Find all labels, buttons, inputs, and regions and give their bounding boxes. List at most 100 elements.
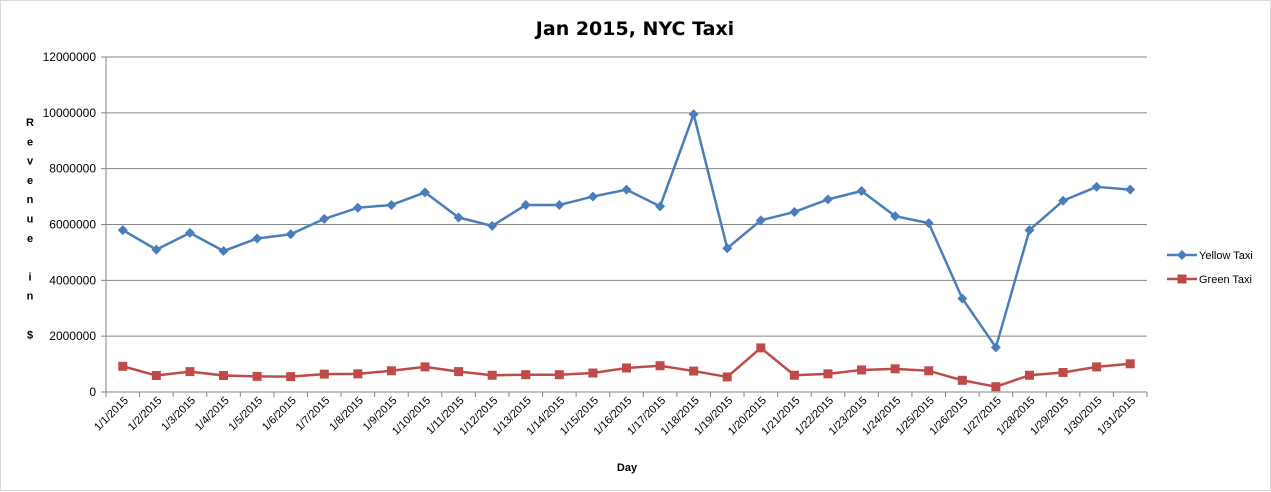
green-taxi-point — [622, 363, 631, 373]
yellow-taxi-point — [420, 187, 431, 198]
yellow-taxi-point — [1024, 225, 1035, 236]
x-tick-label: 1/5/2015 — [226, 395, 265, 434]
yellow-taxi-point — [487, 220, 498, 231]
yellow-taxi-point — [352, 202, 363, 213]
green-taxi-point — [924, 366, 934, 376]
green-taxi-point — [252, 371, 262, 381]
green-taxi-point — [655, 361, 665, 371]
y-axis-title-letter: n — [27, 194, 34, 206]
y-axis-title-letter: n — [27, 291, 34, 303]
green-taxi-point — [353, 369, 363, 379]
y-tick-label: 0 — [89, 385, 96, 399]
x-tick-label: 1/2/2015 — [126, 395, 165, 434]
yellow-taxi-point — [386, 199, 397, 210]
green-taxi-point — [420, 362, 430, 372]
green-taxi-point — [319, 369, 329, 379]
yellow-taxi-point — [923, 218, 934, 229]
yellow-taxi-point — [554, 199, 565, 210]
yellow-taxi-point — [1091, 181, 1102, 192]
y-axis-title-letter: e — [27, 233, 33, 245]
legend: Yellow Taxi Green Taxi — [1167, 250, 1253, 286]
green-taxi-point — [756, 343, 766, 353]
yellow-taxi-point — [957, 293, 968, 304]
legend-entry-yellow-taxi: Yellow Taxi — [1167, 250, 1253, 262]
x-tick-label: 1/8/2015 — [327, 395, 366, 434]
legend-label: Yellow Taxi — [1199, 250, 1253, 262]
yellow-taxi-point — [1125, 184, 1136, 195]
legend-label: Green Taxi — [1199, 274, 1252, 286]
yellow-taxi-point — [1058, 195, 1069, 206]
gridlines — [101, 56, 1147, 393]
green-taxi-point — [151, 371, 161, 381]
yellow-taxi-point — [117, 225, 128, 236]
y-tick-label: 6000000 — [49, 218, 96, 232]
legend-marker — [1177, 274, 1187, 284]
yellow-taxi-point — [587, 191, 598, 202]
green-taxi-point — [1058, 367, 1068, 377]
yellow-taxi-point — [755, 215, 766, 226]
yellow-taxi-point — [722, 243, 733, 254]
series-layer — [117, 109, 1136, 392]
x-tick-label: 1/3/2015 — [159, 395, 198, 434]
y-axis-title-letter: i — [28, 271, 31, 283]
x-tick-label: 1/6/2015 — [260, 395, 299, 434]
green-taxi-point — [588, 368, 598, 378]
yellow-taxi-point — [890, 211, 901, 222]
yellow-taxi-series — [117, 109, 1136, 353]
green-taxi-point — [521, 370, 531, 380]
x-axis-title: Day — [617, 462, 638, 474]
yellow-taxi-point — [252, 233, 263, 244]
green-taxi-point — [689, 366, 699, 376]
yellow-taxi-point — [990, 342, 1001, 353]
green-taxi-point — [118, 361, 128, 371]
y-axis-title-letter: v — [27, 156, 34, 168]
green-taxi-point — [554, 370, 564, 380]
green-taxi-point — [857, 365, 867, 375]
x-tick-label: 1/1/2015 — [92, 395, 131, 434]
green-taxi-point — [386, 366, 396, 376]
green-taxi-point — [1092, 362, 1102, 372]
green-taxi-point — [1024, 370, 1034, 380]
green-taxi-point — [957, 375, 967, 385]
yellow-taxi-point — [151, 244, 162, 255]
green-taxi-point — [487, 370, 497, 380]
yellow-taxi-point — [218, 246, 229, 257]
green-taxi-point — [991, 382, 1001, 392]
y-tick-label: 10000000 — [43, 106, 97, 120]
axes — [105, 57, 1148, 397]
legend-entry-green-taxi: Green Taxi — [1167, 274, 1252, 286]
y-axis-title-letter: $ — [27, 329, 33, 341]
legend-marker — [1177, 250, 1187, 260]
yellow-taxi-point — [621, 184, 632, 195]
y-tick-label: 4000000 — [49, 273, 96, 287]
chart-title: Jan 2015, NYC Taxi — [534, 18, 734, 40]
yellow-taxi-point — [453, 212, 464, 223]
green-taxi-point — [454, 367, 464, 377]
yellow-taxi-point — [822, 194, 833, 205]
y-axis-title-letter: R — [26, 117, 34, 129]
yellow-taxi-point — [789, 206, 800, 217]
green-taxi-point — [219, 371, 229, 381]
green-taxi-series — [118, 343, 1135, 392]
yellow-taxi-point — [184, 227, 195, 238]
y-axis-title-letter: u — [27, 214, 34, 226]
yellow-taxi-point — [319, 213, 330, 224]
x-tick-labels: 1/1/20151/2/20151/3/20151/4/20151/5/2015… — [92, 395, 1138, 438]
yellow-taxi-point — [688, 109, 699, 120]
green-taxi-point — [185, 367, 195, 377]
green-taxi-point — [286, 372, 296, 382]
green-taxi-point — [823, 369, 833, 379]
y-axis-title-letter: e — [27, 175, 33, 187]
green-taxi-point — [789, 370, 799, 380]
y-tick-label: 2000000 — [49, 329, 96, 343]
x-tick-label: 1/4/2015 — [193, 395, 232, 434]
yellow-taxi-line — [122, 112, 1131, 349]
y-tick-labels: 0 2000000 4000000 6000000 8000000 10000000 120… — [43, 50, 97, 399]
yellow-taxi-point — [285, 229, 296, 240]
green-taxi-point — [890, 364, 900, 374]
yellow-taxi-point — [655, 201, 666, 212]
x-tick-label: 1/7/2015 — [294, 395, 333, 434]
y-axis-title-letter: e — [27, 136, 33, 148]
